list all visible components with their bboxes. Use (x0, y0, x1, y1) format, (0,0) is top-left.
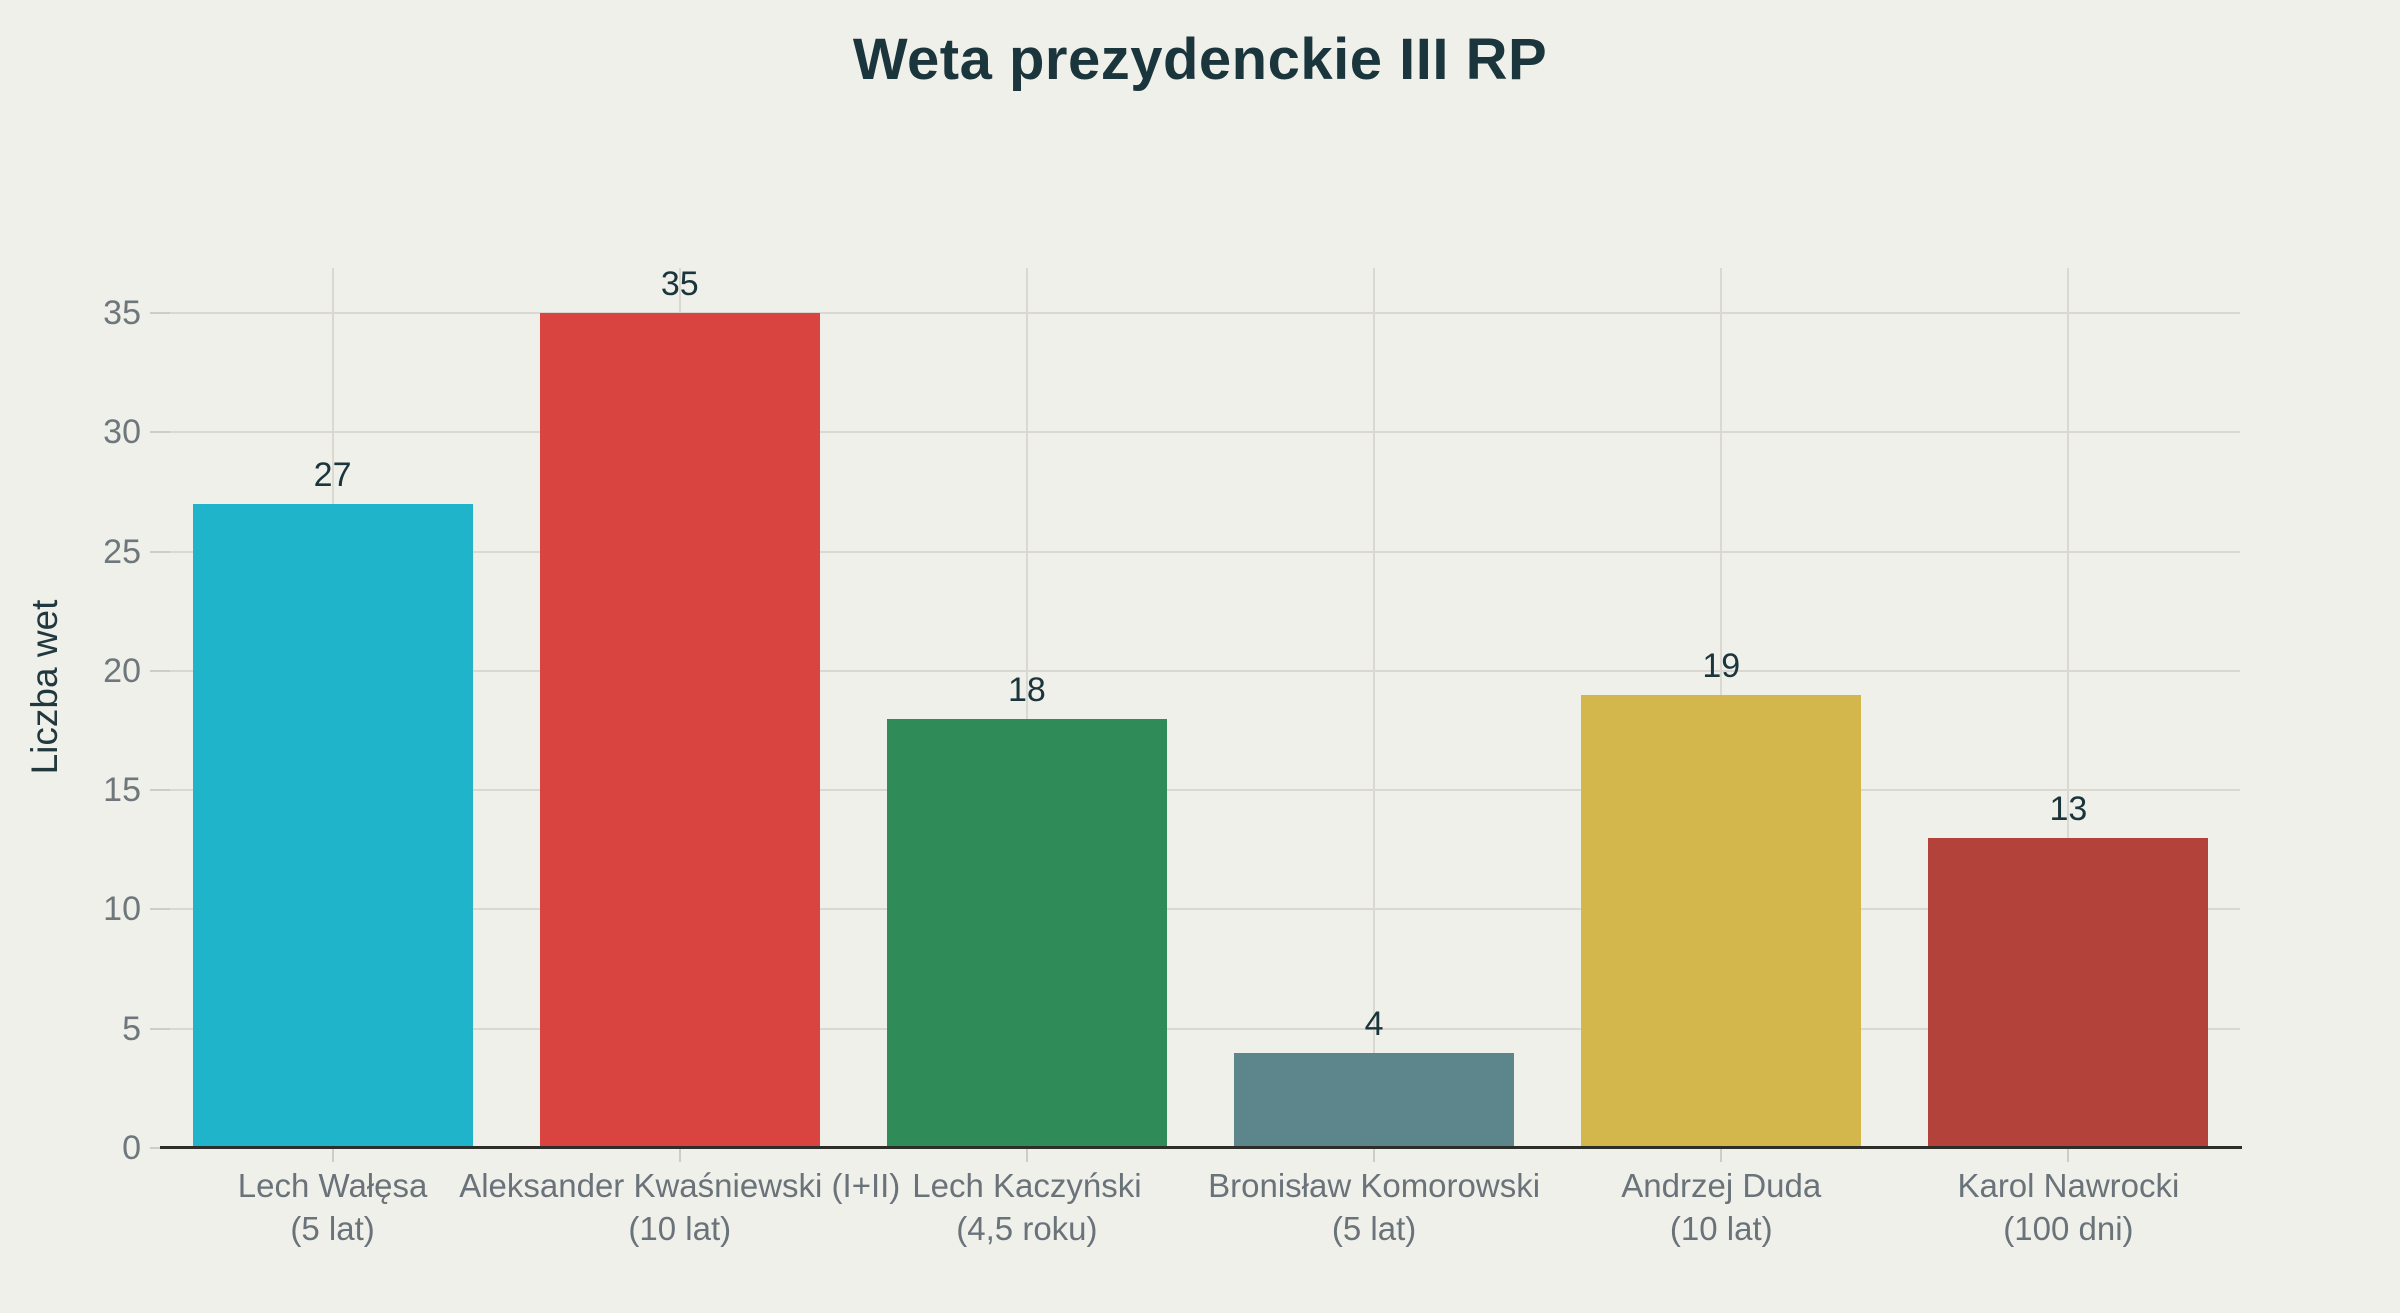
y-tick-mark (150, 669, 170, 672)
y-tick-label: 5 (122, 1009, 141, 1048)
bar-value-label: 27 (313, 455, 352, 494)
h-gridline (150, 1027, 2240, 1030)
x-tick-mark (678, 1148, 681, 1162)
x-tick-mark (1025, 1148, 1028, 1162)
y-tick-label: 15 (103, 771, 141, 810)
bar (1928, 837, 2209, 1148)
bar (192, 503, 473, 1148)
h-gridline (150, 311, 2240, 314)
x-tick-mark (331, 1148, 334, 1162)
x-tick-mark (1720, 1148, 1723, 1162)
bar (1234, 1052, 1515, 1148)
y-tick-label: 35 (103, 293, 141, 332)
x-category-label: Lech Kaczyński (4,5 roku) (707, 1164, 1347, 1250)
chart-title: Weta prezydenckie III RP (852, 27, 1548, 92)
bar-value-label: 13 (2049, 789, 2088, 828)
x-category-label: Karol Nawrocki (100 dni) (1748, 1164, 2388, 1250)
category-name: Karol Nawrocki (1957, 1167, 2180, 1204)
x-category-label: Andrzej Duda (10 lat) (1401, 1164, 2041, 1250)
x-tick-mark (2067, 1148, 2070, 1162)
v-gridline (1025, 268, 1028, 1148)
y-tick-mark (150, 789, 170, 792)
v-gridline (2067, 268, 2070, 1148)
x-category-label: Bronisław Komorowski (5 lat) (1054, 1164, 1694, 1250)
h-gridline (150, 789, 2240, 792)
category-term: (5 lat) (1331, 1210, 1417, 1247)
category-term: (100 dni) (2003, 1210, 2134, 1247)
x-category-label: Lech Wałęsa (5 lat) (13, 1164, 653, 1250)
bar (539, 312, 820, 1148)
h-gridline (150, 669, 2240, 672)
category-name: Lech Kaczyński (912, 1167, 1142, 1204)
category-name: Bronisław Komorowski (1208, 1167, 1541, 1204)
v-gridline (1373, 268, 1376, 1148)
y-tick-label: 10 (103, 890, 141, 929)
category-name: Lech Wałęsa (237, 1167, 428, 1204)
bar (886, 718, 1167, 1148)
category-term: (10 lat) (628, 1210, 732, 1247)
category-name: Aleksander Kwaśniewski (I+II) (459, 1167, 901, 1204)
bar-value-label: 4 (1364, 1004, 1384, 1043)
y-tick-label: 0 (122, 1129, 141, 1167)
y-tick-label: 25 (103, 532, 141, 571)
x-tick-mark (1373, 1148, 1376, 1162)
category-term: (10 lat) (1669, 1210, 1773, 1247)
x-category-label: Aleksander Kwaśniewski (I+II) (10 lat) (360, 1164, 1000, 1250)
bar-value-label: 19 (1702, 646, 1741, 685)
bar-value-label: 35 (660, 264, 699, 303)
h-gridline (150, 550, 2240, 553)
y-tick-mark (150, 908, 170, 911)
y-tick-label: 20 (103, 651, 141, 690)
bar-value-label: 18 (1007, 670, 1046, 709)
x-axis-line (160, 1146, 2242, 1149)
category-term: (5 lat) (290, 1210, 375, 1247)
y-tick-mark (150, 550, 170, 553)
y-tick-label: 30 (103, 413, 141, 452)
h-gridline (150, 908, 2240, 911)
category-name: Andrzej Duda (1621, 1167, 1822, 1204)
y-tick-mark (150, 311, 170, 314)
h-gridline (150, 431, 2240, 434)
y-tick-mark (150, 1027, 170, 1030)
bar (1581, 694, 1862, 1148)
y-tick-mark (150, 431, 170, 434)
category-term: (4,5 roku) (956, 1210, 1098, 1247)
